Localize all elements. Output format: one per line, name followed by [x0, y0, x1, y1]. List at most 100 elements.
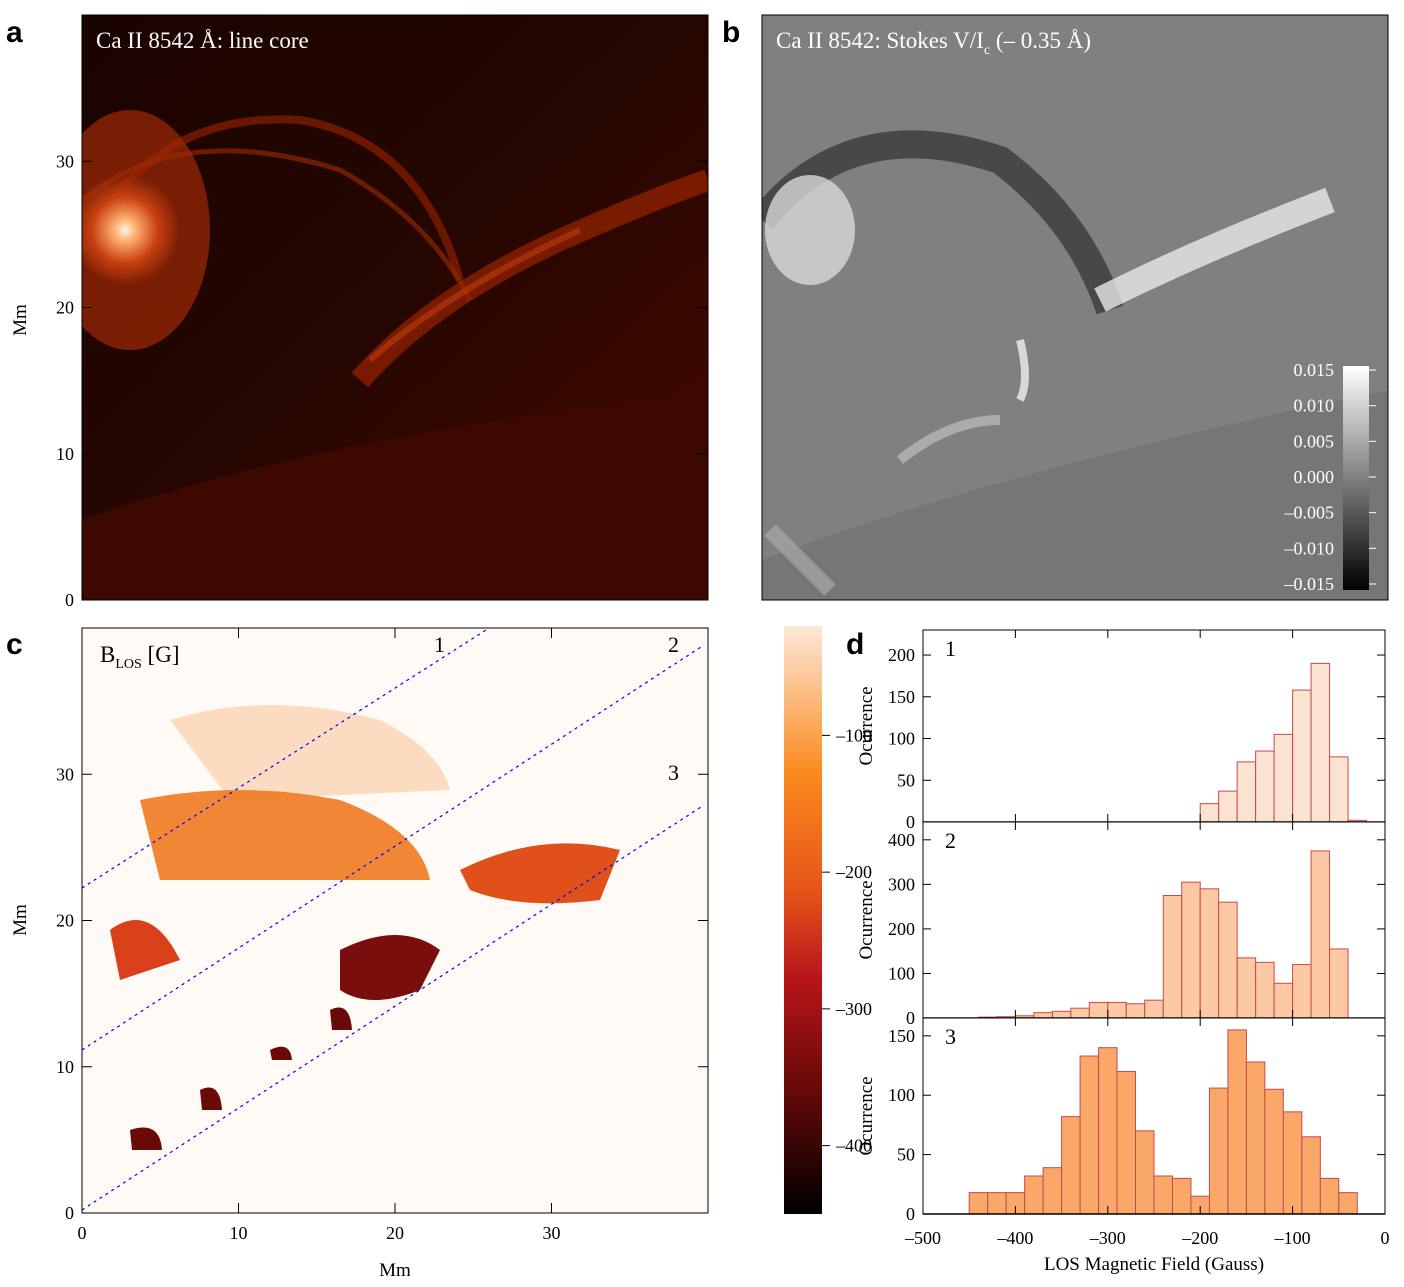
panel-c-xticks: 0 10 20 30: [78, 628, 561, 1243]
stokes-colorbar-label: 0.010: [1294, 396, 1335, 416]
histogram-xtick-label: –300: [1089, 1228, 1126, 1248]
histogram-bar: [1153, 1175, 1173, 1215]
histogram-number-label: 1: [945, 636, 956, 661]
histogram-bar: [1264, 1088, 1284, 1215]
histogram-number-label: 2: [945, 828, 956, 853]
panel-c-xlabel: Mm: [379, 1260, 411, 1281]
histogram-bar: [1061, 1116, 1081, 1215]
histogram-bar: [1208, 1087, 1229, 1215]
histogram-bar: [1098, 1047, 1118, 1215]
histogram-ylabel: Ocurrence: [856, 880, 877, 959]
histogram-xtick-label: 0: [1381, 1228, 1390, 1248]
panel-letter-d: d: [846, 628, 864, 661]
histogram-bar: [1181, 881, 1201, 1019]
stokes-colorbar-label: –0.010: [1284, 538, 1335, 558]
histogram-bar: [1199, 888, 1220, 1019]
histogram-bar: [1329, 756, 1349, 823]
histogram-bar: [1338, 1192, 1358, 1215]
stokes-v-image: [762, 15, 1388, 600]
histogram-bar: [1116, 1070, 1137, 1215]
histogram-bar: [1144, 999, 1164, 1019]
histogram-bar: [1255, 750, 1275, 823]
histogram-bar: [1107, 1001, 1127, 1019]
histogram-bar: [1236, 761, 1257, 823]
blos-colorbar-label: –300: [835, 999, 872, 1019]
histogram-bar: [968, 1192, 989, 1215]
histogram-ytick-label: 100: [888, 1085, 915, 1105]
panel-c-yticks: 0 10 20 30: [56, 764, 708, 1223]
panel-a-yticks: 0 10 20 30: [56, 151, 708, 610]
cut-label-3: 3: [668, 760, 679, 785]
histogram-bar: [1255, 961, 1275, 1019]
histogram-bar: [1310, 662, 1331, 823]
panel-c-xtick-label: 20: [386, 1223, 404, 1243]
panel-c-title: BLOS [G]: [100, 642, 179, 672]
histogram-xtick-label: –500: [904, 1228, 941, 1248]
histogram-ylabel: Ocurrence: [856, 686, 877, 765]
blos-colorbar-label: –200: [835, 862, 872, 882]
blos-map: [82, 628, 708, 1213]
stokes-colorbar-ticks: 0.015 0.010 0.005 0.000 –0.005 –0.010 –0.015: [1284, 360, 1376, 594]
blos-colorbar-ticks: –100 –200 –300 –400: [822, 725, 872, 1156]
histogram-ytick-label: 400: [888, 830, 915, 850]
panel-a-ylabel: Mm: [10, 304, 31, 336]
panel-d-xlabel: LOS Magnetic Field (Gauss): [1044, 1254, 1264, 1275]
histogram-xtick-label: –100: [1274, 1228, 1311, 1248]
stokes-colorbar-label: 0.000: [1294, 467, 1335, 487]
histogram-ytick-label: 0: [906, 812, 915, 832]
cut-label-1: 1: [434, 632, 445, 657]
histogram-bar: [1310, 850, 1331, 1019]
histogram-bar: [1088, 1001, 1109, 1019]
histogram-xtick-labels: –500 –400 –300 –200 –100 0: [904, 1228, 1390, 1248]
histogram-ytick-label: 200: [888, 645, 915, 665]
histogram-ytick-label: 150: [888, 687, 915, 707]
histogram-ytick-label: 200: [888, 919, 915, 939]
histogram-bar: [1171, 1177, 1192, 1215]
histogram-bar: [1162, 895, 1183, 1019]
histogram-ytick-label: 50: [897, 1145, 915, 1165]
histogram-bar: [1329, 948, 1349, 1019]
histogram-2: 0 100 200 300 400 2 Ocurrence: [856, 821, 1386, 1028]
histogram-bar: [1199, 803, 1220, 823]
histogram-bar: [1227, 1029, 1247, 1215]
stokes-colorbar-label: 0.015: [1294, 360, 1335, 380]
panel-b-title: Ca II 8542: Stokes V/Ic (– 0.35 Å): [776, 28, 1091, 58]
histogram-bar: [1292, 689, 1312, 823]
panel-c-xtick-label: 10: [230, 1223, 248, 1243]
histogram-bar: [1051, 1010, 1072, 1019]
histogram-ytick-label: 0: [906, 1008, 915, 1028]
panel-letter-a: a: [6, 16, 23, 49]
histogram-bar: [1245, 1061, 1266, 1215]
panel-a-title: Ca II 8542 Å: line core: [96, 28, 309, 53]
panel-c-ylabel: Mm: [10, 904, 31, 936]
histogram-bar: [1273, 733, 1294, 823]
cut-label-2: 2: [668, 632, 679, 657]
histogram-bar: [1079, 1055, 1100, 1215]
panel-b: b Ca II 8542: Stokes V/Ic (– 0.35 Å) 0.0…: [722, 14, 1389, 601]
histogram-bar: [1282, 1111, 1303, 1215]
histogram-ytick-label: 300: [888, 874, 915, 894]
histogram-bar: [987, 1192, 1007, 1215]
line-core-image: [82, 15, 708, 600]
histogram-xtick-label: –400: [996, 1228, 1033, 1248]
panel-c-ytick-label: 30: [56, 764, 74, 784]
panel-a-ytick-label: 10: [56, 444, 74, 464]
stokes-colorbar-label: 0.005: [1294, 431, 1335, 451]
histogram-bar: [1218, 790, 1238, 823]
blos-colorbar: [784, 626, 822, 1214]
histogram-bar: [1292, 964, 1312, 1019]
histogram-bar: [1218, 901, 1238, 1019]
panel-c: c BLOS [G] 1 2 3 0 10 20 30 0 10 20 30 Mm Mm –…: [6, 626, 872, 1281]
histogram-bar: [1042, 1167, 1063, 1215]
panel-c-xtick-label: 0: [78, 1223, 87, 1243]
panel-c-xtick-label: 30: [543, 1223, 561, 1243]
histogram-ytick-label: 100: [888, 963, 915, 983]
histogram-bar: [1024, 1175, 1044, 1215]
stokes-colorbar: [1343, 366, 1369, 590]
histogram-number-label: 3: [945, 1024, 956, 1049]
histogram-bar: [1236, 957, 1257, 1019]
histogram-ytick-label: 0: [906, 1204, 915, 1224]
histogram-ytick-label: 50: [897, 770, 915, 790]
